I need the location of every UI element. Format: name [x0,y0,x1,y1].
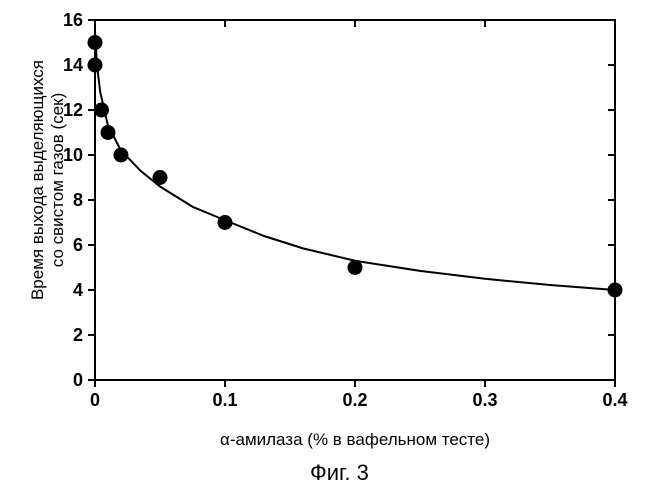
y-axis-label-line2: со свистом газов (сек) [48,20,68,340]
data-point [348,261,362,275]
data-point [114,148,128,162]
x-tick-label: 0.4 [602,390,627,410]
y-tick-label: 2 [73,325,83,345]
data-point [101,126,115,140]
x-tick-label: 0.1 [212,390,237,410]
plot-frame [95,20,615,380]
trend-curve [95,31,615,290]
x-axis-label: α-амилаза (% в вафельном тесте) [165,430,545,450]
y-tick-label: 0 [73,370,83,390]
data-point [218,216,232,230]
data-point [153,171,167,185]
y-axis-label: Время выхода выделяющихся со свистом газ… [28,20,68,340]
figure-label: Фиг. 3 [310,460,369,486]
data-point [608,283,622,297]
chart-container: 00.10.20.30.40246810121416 Время выхода … [0,0,651,500]
x-tick-label: 0 [90,390,100,410]
data-point [88,36,102,50]
data-point [88,58,102,72]
y-tick-label: 4 [73,280,83,300]
y-tick-label: 6 [73,235,83,255]
x-tick-label: 0.2 [342,390,367,410]
y-axis-label-line1: Время выхода выделяющихся [28,20,48,340]
chart-svg: 00.10.20.30.40246810121416 [0,0,651,500]
x-tick-label: 0.3 [472,390,497,410]
data-point [95,103,109,117]
y-tick-label: 8 [73,190,83,210]
